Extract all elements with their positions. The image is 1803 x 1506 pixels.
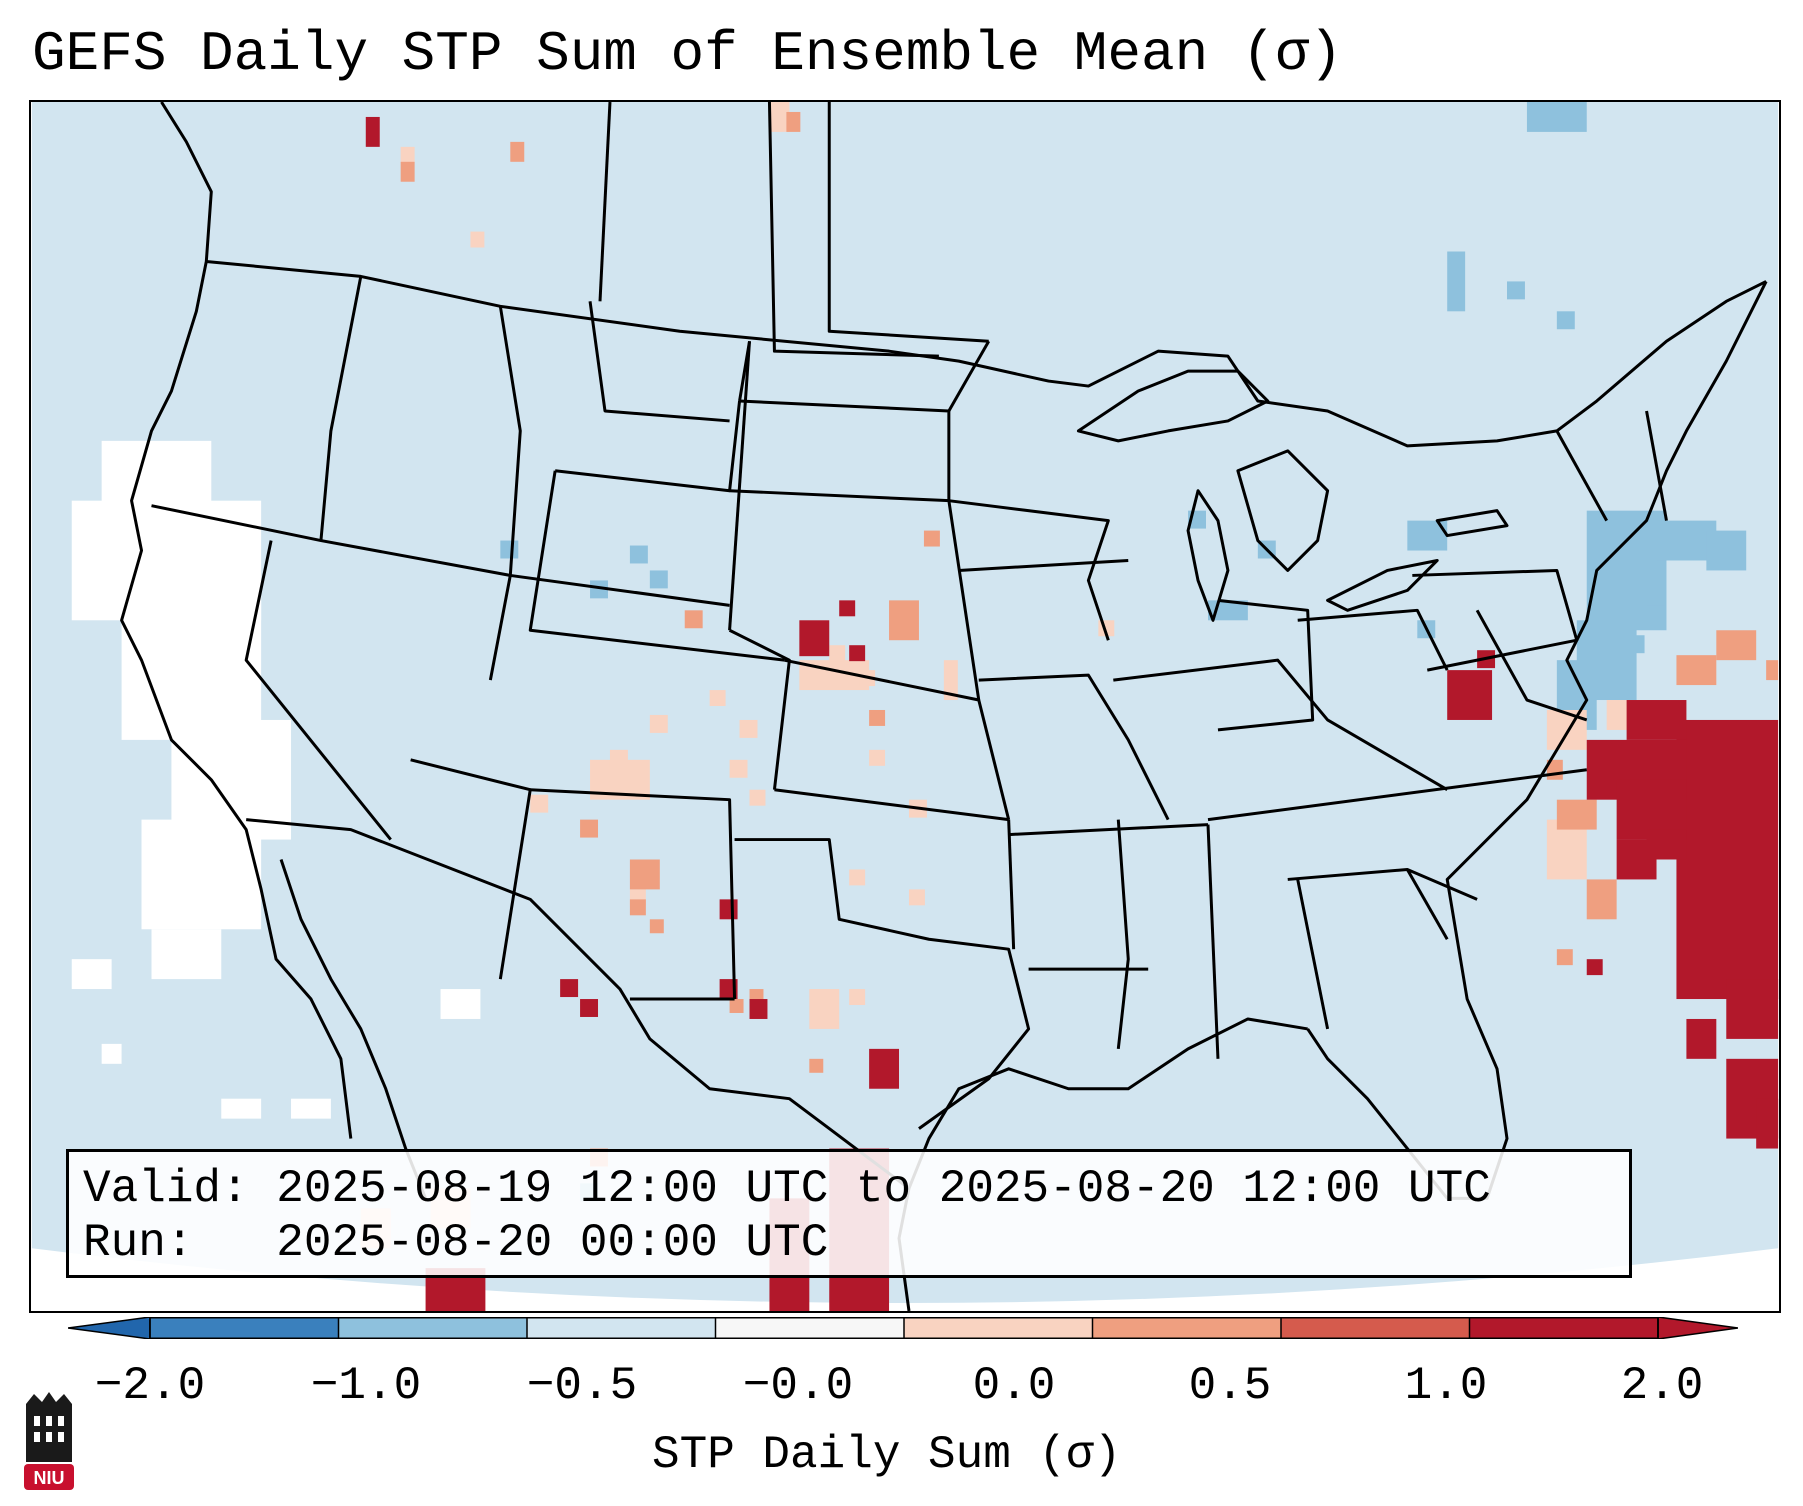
mid-positive-anomaly-cells	[400, 111, 1779, 1167]
border-us-canada	[206, 259, 1767, 448]
logo-text: NIU	[34, 1468, 65, 1488]
colorbar-segment	[715, 1317, 905, 1339]
colorbar-tick-label: 1.0	[1404, 1360, 1488, 1412]
colorbar-segment	[150, 1317, 339, 1339]
colorbar-tick-label: 2.0	[1620, 1360, 1704, 1412]
colorbar-segment	[527, 1317, 716, 1339]
colorbar-tick-label: 0.5	[1188, 1360, 1272, 1412]
map-panel	[29, 100, 1781, 1313]
colorbar-tick-label: −0.5	[526, 1360, 638, 1412]
colorbar-extend-high	[1657, 1317, 1738, 1339]
colorbar	[68, 1317, 1738, 1339]
negative-anomaly-cells	[500, 102, 1747, 1202]
map-canvas	[31, 102, 1779, 1311]
colorbar-segment	[1281, 1317, 1470, 1339]
colorbar-segment	[1092, 1317, 1282, 1339]
colorbar-label: STP Daily Sum (σ)	[652, 1429, 1122, 1481]
colorbar-segment	[1469, 1317, 1659, 1339]
colorbar-segment	[904, 1317, 1093, 1339]
map-title: GEFS Daily STP Sum of Ensemble Mean (σ)	[32, 22, 1343, 86]
run-time-line: Run: 2025-08-20 00:00 UTC	[83, 1217, 829, 1269]
niu-logo: NIU	[24, 1392, 74, 1490]
lake-superior	[1076, 369, 1270, 443]
colorbar-tick-label: −0.0	[742, 1360, 854, 1412]
logo-badge	[24, 1464, 74, 1490]
lake-huron	[1236, 449, 1330, 572]
colorbar-segment	[338, 1317, 528, 1339]
lake-michigan	[1186, 489, 1230, 622]
tower-windows-icon	[34, 1416, 64, 1442]
colorbar-tick-label: 0.0	[972, 1360, 1056, 1412]
valid-run-info-box: Valid: 2025-08-19 12:00 UTC to 2025-08-2…	[66, 1149, 1632, 1278]
lake-ontario	[1435, 509, 1509, 538]
valid-time-line: Valid: 2025-08-19 12:00 UTC to 2025-08-2…	[83, 1163, 1491, 1215]
map-boundaries	[120, 102, 1768, 1311]
colorbar-tick-label: −2.0	[94, 1360, 206, 1412]
colorbar-tick-label: −1.0	[310, 1360, 422, 1412]
tower-icon	[26, 1392, 72, 1462]
border-us-mexico	[246, 818, 910, 1190]
colorbar-extend-low	[68, 1317, 151, 1339]
baja-peninsula	[279, 859, 427, 1199]
